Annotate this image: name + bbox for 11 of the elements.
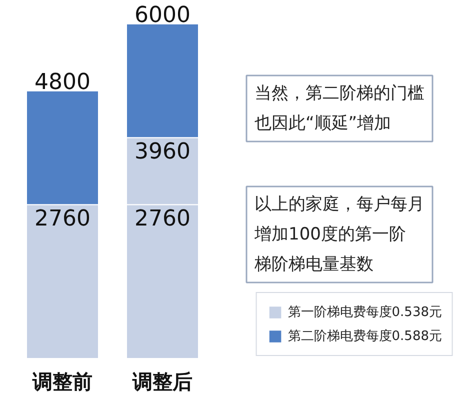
data-label: 2760 — [134, 206, 191, 232]
x-tick-label: 调整前 — [32, 370, 92, 394]
legend-label: 第一阶梯电费每度0.538元 — [288, 304, 442, 321]
x-tick-label: 调整后 — [132, 370, 192, 394]
text: 以上的家庭，每户每月增加100度的第一阶梯阶梯电量基数 — [254, 194, 424, 274]
data-label: 2760 — [34, 206, 91, 232]
text: 当然，第二阶梯的门槛也因此“顺延”增加 — [254, 84, 424, 134]
total-label: 6000 — [134, 2, 191, 28]
annotation: 3960 — [134, 140, 191, 165]
legend-label: 第二阶梯电费每度0.588元 — [288, 328, 442, 345]
total-label: 4800 — [34, 70, 91, 95]
